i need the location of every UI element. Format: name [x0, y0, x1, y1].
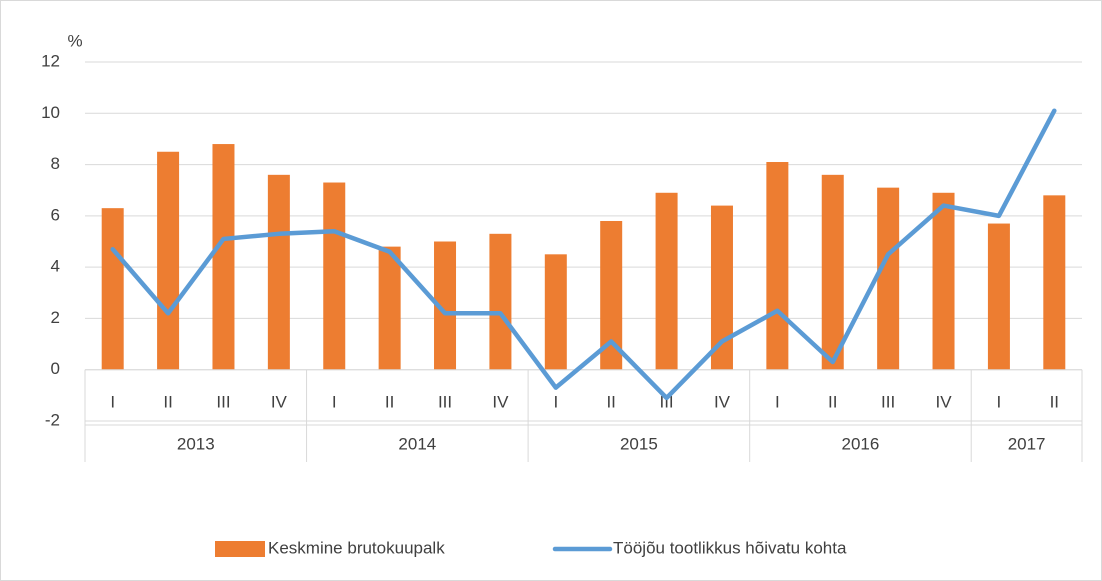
- group-label: 2016: [842, 434, 880, 453]
- x-tick-label: II: [163, 392, 172, 411]
- x-tick-label: III: [438, 392, 452, 411]
- legend-label: Keskmine brutokuupalk: [268, 538, 445, 557]
- x-tick-label: IV: [714, 392, 731, 411]
- bar: [655, 192, 678, 370]
- y-tick-label: 12: [41, 51, 60, 70]
- bar: [821, 174, 844, 370]
- group-label: 2013: [177, 434, 215, 453]
- bar: [766, 162, 789, 370]
- bar: [544, 254, 567, 370]
- bar: [932, 192, 955, 370]
- bar: [267, 174, 290, 370]
- y-tick-label: 6: [51, 205, 60, 224]
- x-tick-label: II: [1050, 392, 1059, 411]
- y-tick-label: 10: [41, 103, 60, 122]
- y-axis-label: %: [67, 31, 82, 50]
- y-tick-label: 4: [51, 257, 60, 276]
- x-tick-label: I: [553, 392, 558, 411]
- bar: [710, 205, 733, 370]
- x-tick-label: I: [775, 392, 780, 411]
- x-tick-label: IV: [935, 392, 952, 411]
- group-label: 2015: [620, 434, 658, 453]
- bar: [323, 182, 346, 370]
- group-label: 2017: [1008, 434, 1046, 453]
- x-tick-label: III: [881, 392, 895, 411]
- y-tick-label: 2: [51, 308, 60, 327]
- legend-swatch: [215, 541, 265, 557]
- bar: [434, 241, 457, 370]
- x-tick-label: I: [110, 392, 115, 411]
- y-tick-label: -2: [45, 410, 60, 429]
- bar: [1043, 195, 1066, 370]
- bar: [600, 220, 623, 370]
- x-tick-label: IV: [492, 392, 509, 411]
- legend-label: Tööjõu tootlikkus hõivatu kohta: [613, 538, 847, 557]
- line-series: [110, 108, 1057, 401]
- bar: [212, 144, 235, 370]
- group-label: 2014: [398, 434, 436, 453]
- bar: [987, 223, 1010, 370]
- x-tick-label: III: [216, 392, 230, 411]
- bar: [489, 233, 512, 370]
- y-tick-label: 8: [51, 154, 60, 173]
- bar: [157, 151, 180, 370]
- bar: [378, 246, 401, 370]
- x-tick-label: IV: [271, 392, 288, 411]
- y-tick-label: 0: [51, 359, 60, 378]
- x-tick-label: II: [828, 392, 837, 411]
- bar: [877, 187, 900, 370]
- x-tick-label: II: [385, 392, 394, 411]
- x-tick-label: I: [997, 392, 1002, 411]
- x-tick-label: II: [606, 392, 615, 411]
- bar: [101, 208, 124, 370]
- x-tick-label: I: [332, 392, 337, 411]
